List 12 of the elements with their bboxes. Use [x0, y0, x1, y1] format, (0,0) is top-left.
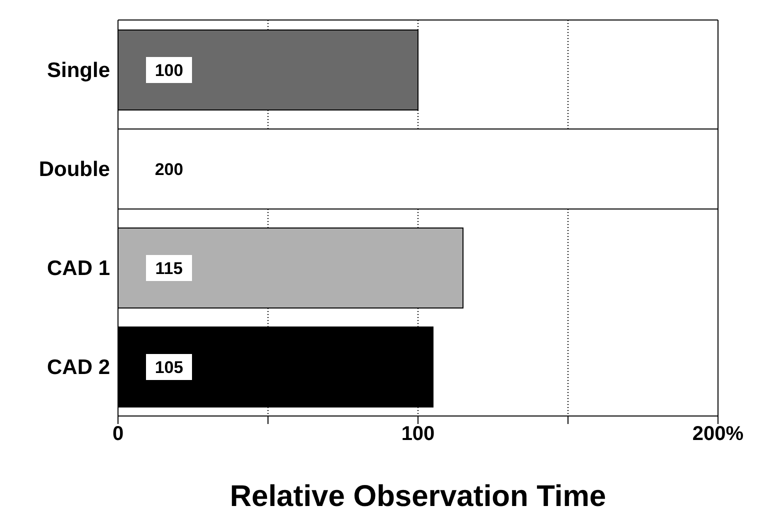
y-tick-label: Double: [38, 158, 110, 181]
data-label: 105: [154, 358, 184, 377]
x-axis-title: Relative Observation Time: [230, 480, 606, 513]
y-tick-label: Single: [46, 58, 110, 82]
y-tick-label: CAD 1: [46, 256, 110, 280]
x-tick-label: 100: [401, 423, 435, 446]
x-tick-label: 0: [112, 423, 124, 446]
y-tick-label: CAD 2: [46, 356, 110, 379]
data-label: 115: [155, 259, 183, 278]
x-tick-label: 200%: [692, 423, 744, 446]
data-label: 200: [154, 160, 184, 179]
data-label: 100: [154, 61, 184, 80]
